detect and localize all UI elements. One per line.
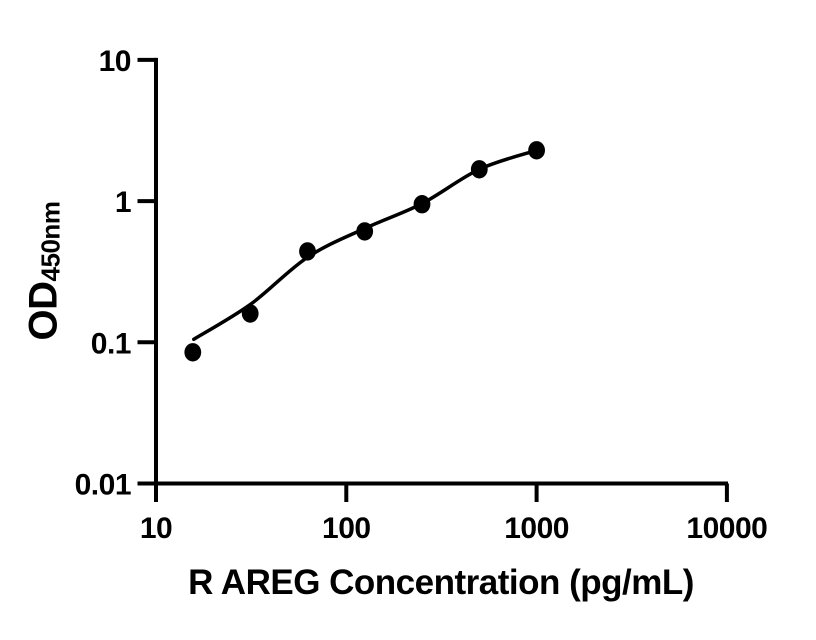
x-tick-label: 10000 (686, 512, 767, 545)
data-point (528, 141, 545, 160)
x-tick-label: 100 (322, 512, 371, 545)
data-point (356, 222, 374, 241)
data-point (184, 343, 202, 362)
data-point (299, 242, 316, 261)
data-point (470, 160, 488, 179)
y-tick-label: 0.1 (91, 327, 131, 360)
y-axis-title: OD450nm (22, 202, 67, 341)
y-axis-title-main: OD (21, 281, 66, 341)
y-tick-label: 1 (115, 186, 131, 219)
x-tick-label: 1000 (504, 512, 569, 545)
y-tick-label: 10 (99, 45, 131, 78)
x-axis-title: R AREG Concentration (pg/mL) (188, 563, 694, 602)
data-point (241, 304, 259, 323)
y-axis-title-subscript: 450nm (35, 201, 66, 282)
y-tick-label: 0.01 (75, 469, 131, 502)
data-point (413, 195, 431, 214)
x-tick-label: 10 (140, 512, 172, 545)
